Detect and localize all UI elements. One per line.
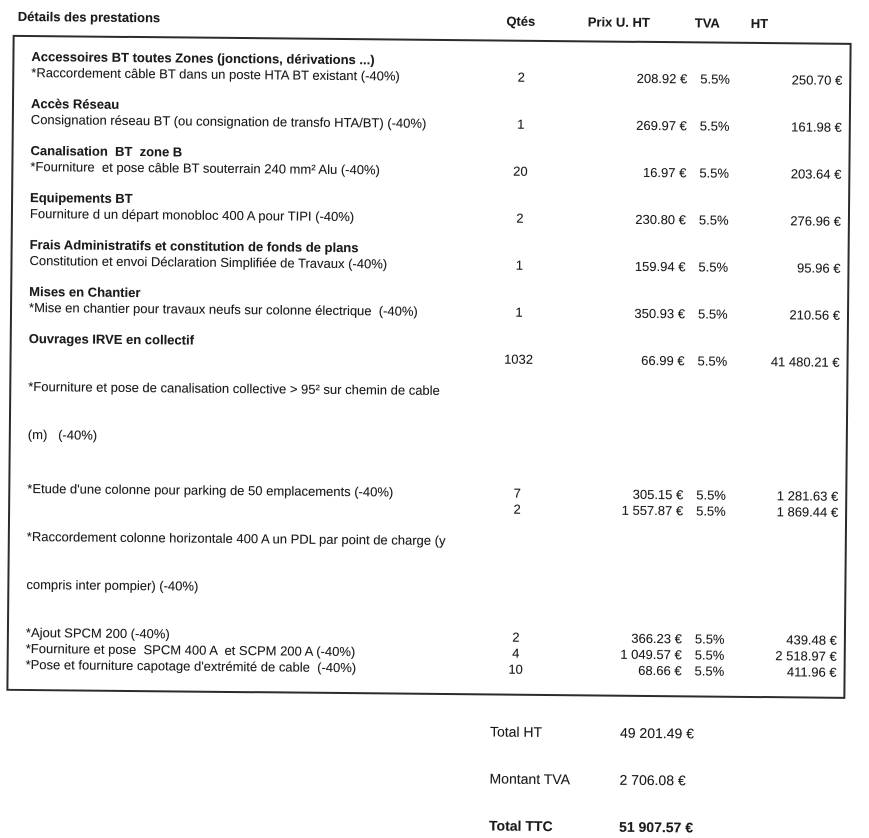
item-qty: 10 [508, 661, 523, 677]
item-qty: 4 [512, 645, 520, 661]
item-unit-price: 269.97 € [636, 117, 687, 134]
item-description: *Mise en chantier pour travaux neufs sur… [28, 300, 418, 319]
item-vat: 5.5% [696, 487, 726, 503]
montant-tva-row: Montant TVA 2 706.08 € [489, 770, 861, 791]
item-unit-price: 68.66 € [638, 662, 682, 679]
item-description-line-1: *Raccordement colonne horizontale 400 A … [26, 528, 446, 549]
item-description-line-2: compris inter pompier) (-40%) [26, 576, 199, 594]
item-qty: 7 [513, 485, 521, 501]
item-vat: 5.5% [700, 71, 730, 87]
item-description: *Pose et fourniture capotage d'extrémité… [25, 656, 357, 676]
item-total-ht: 161.98 € [791, 119, 842, 135]
item-description: *Raccordement colonne horizontale 400 A … [26, 497, 487, 629]
item-vat: 5.5% [694, 647, 725, 663]
item-unit-price: 305.15 € [632, 486, 684, 503]
item-unit-price: 1 049.57 € [620, 646, 682, 663]
column-header-qty: Qtés [506, 13, 536, 29]
section-accessoires-bt: Accessoires BT toutes Zones (jonctions, … [31, 49, 842, 89]
item-qty: 1 [515, 304, 523, 320]
column-header-unit-price: Prix U. HT [587, 14, 650, 30]
item-qty: 20 [513, 163, 528, 179]
item-description: Consignation réseau BT (ou consignation … [30, 112, 427, 131]
item-total-ht: 203.64 € [790, 166, 842, 182]
table-header-row: Détails des prestations Qtés Prix U. HT … [0, 0, 869, 33]
item-vat: 5.5% [698, 259, 729, 275]
item-unit-price: 66.99 € [641, 352, 685, 369]
table-row: *Fourniture et pose de canalisation coll… [27, 347, 840, 483]
item-qty: 2 [513, 501, 521, 517]
item-qty: 1032 [504, 351, 534, 367]
item-unit-price: 16.97 € [642, 164, 687, 181]
item-unit-price: 159.94 € [634, 258, 686, 275]
item-total-ht: 439.48 € [786, 632, 837, 648]
column-header-vat: TVA [694, 15, 720, 31]
item-description-line-2: (m) (-40%) [27, 426, 98, 443]
item-total-ht: 1 281.63 € [776, 488, 839, 504]
column-header-total-ht: HT [750, 15, 769, 32]
item-vat: 5.5% [694, 663, 725, 679]
total-ht-label: Total HT [489, 723, 543, 740]
total-ttc-value: 51 907.57 € [619, 818, 694, 836]
item-unit-price: 366.23 € [631, 630, 682, 647]
total-ttc-label: Total TTC [489, 817, 553, 835]
item-total-ht: 411.96 € [786, 664, 837, 680]
total-ht-row: Total HT 49 201.49 € [490, 723, 862, 744]
item-vat: 5.5% [694, 631, 725, 647]
item-description: Constitution et envoi Déclaration Simpli… [29, 253, 388, 272]
item-qty: 1 [515, 257, 524, 273]
item-qty: 1 [517, 116, 525, 132]
table-row: *Raccordement colonne horizontale 400 A … [26, 497, 838, 633]
section-canalisation-bt: Canalisation BT zone B *Fourniture et po… [30, 143, 841, 183]
montant-tva-value: 2 706.08 € [619, 771, 686, 789]
item-description: *Fourniture et pose de canalisation coll… [27, 347, 488, 479]
section-mises-en-chantier: Mises en Chantier *Mise en chantier pour… [29, 284, 840, 324]
item-vat: 5.5% [696, 503, 726, 519]
total-ttc-row: Total TTC 51 907.57 € [489, 817, 861, 838]
item-qty: 2 [516, 210, 524, 226]
item-description-line-1: *Fourniture et pose de canalisation coll… [28, 379, 440, 398]
item-vat: 5.5% [699, 118, 730, 134]
item-unit-price: 208.92 € [636, 70, 688, 87]
item-unit-price: 350.93 € [634, 305, 686, 322]
item-vat: 5.5% [697, 306, 728, 322]
section-equipements-bt: Equipements BT Fourniture d un départ mo… [30, 190, 841, 230]
item-vat: 5.5% [698, 212, 729, 228]
item-total-ht: 95.96 € [797, 260, 841, 276]
item-total-ht: 210.56 € [789, 307, 841, 323]
prestations-table: Accessoires BT toutes Zones (jonctions, … [6, 34, 852, 699]
totals-block: Total HT 49 201.49 € Montant TVA 2 706.0… [489, 723, 862, 838]
item-qty: 2 [512, 629, 520, 645]
item-total-ht: 2 518.97 € [775, 648, 837, 664]
item-description: *Fourniture et pose câble BT souterrain … [30, 159, 380, 178]
item-vat: 5.5% [697, 353, 728, 369]
item-unit-price: 1 557.87 € [621, 502, 684, 519]
item-unit-price: 230.80 € [635, 211, 686, 228]
section-ouvrages-irve: Ouvrages IRVE en collectif *Fourniture e… [26, 331, 840, 681]
item-total-ht: 276.96 € [790, 213, 841, 229]
item-qty: 2 [517, 69, 525, 85]
item-total-ht: 1 869.44 € [776, 504, 839, 520]
montant-tva-label: Montant TVA [489, 770, 571, 788]
section-frais-administratifs: Frais Administratifs et constitution de … [29, 237, 840, 277]
item-description: Fourniture d un départ monobloc 400 A po… [29, 206, 355, 225]
section-acces-reseau: Accès Réseau Consignation réseau BT (ou … [31, 96, 842, 136]
item-total-ht: 41 480.21 € [770, 354, 840, 370]
item-total-ht: 250.70 € [791, 72, 843, 88]
total-ht-value: 49 201.49 € [619, 724, 695, 742]
page-title: Détails des prestations [17, 8, 161, 26]
item-vat: 5.5% [699, 165, 730, 181]
item-description: *Raccordement câble BT dans un poste HTA… [31, 65, 400, 84]
